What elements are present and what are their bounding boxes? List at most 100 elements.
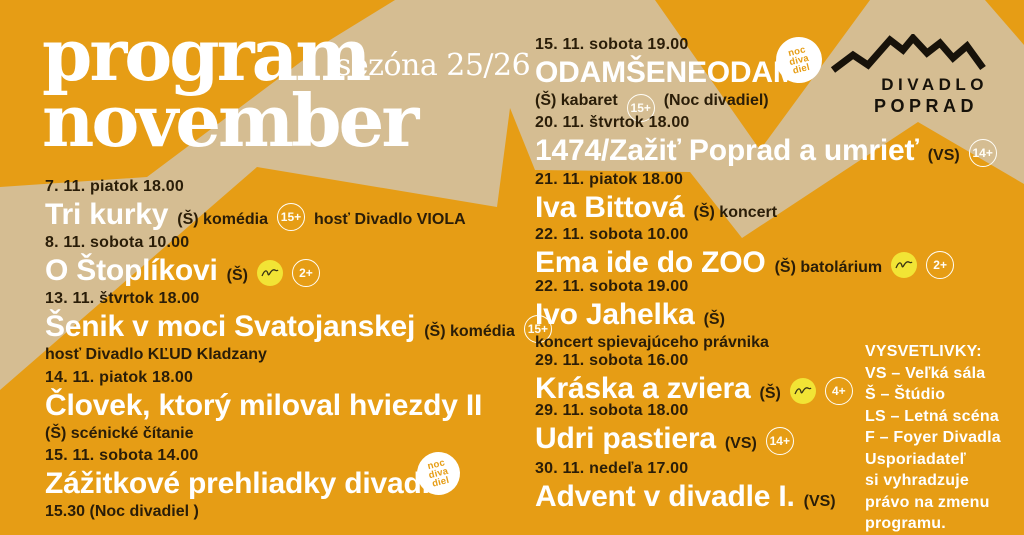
age-badge: 2+ xyxy=(926,250,955,279)
event-title-line: Ema ide do ZOO (Š) batolárium 2+ xyxy=(535,246,955,279)
legend-heading: VYSVETLIVKY: xyxy=(865,343,982,360)
event-venue-tag: (Š) koncert xyxy=(693,204,778,221)
script-logo-badge xyxy=(891,251,918,278)
legend: VYSVETLIVKY: VS – Veľká sála Š – Štúdio … xyxy=(865,341,1001,535)
event-date: 7. 11. piatok 18.00 xyxy=(45,178,184,195)
event-venue-tag: (Š) kabaret xyxy=(535,92,618,109)
age-badge: 15+ xyxy=(626,94,655,122)
age-badge-label: 15+ xyxy=(280,209,302,224)
script-squiggle-icon xyxy=(794,386,812,394)
season-label: sezóna 25/26 xyxy=(336,48,531,83)
event-title-line: Iva Bittová (Š) koncert xyxy=(535,192,777,223)
event-row: 15. 11. sobota 19.00 ODAMŠENEODAM (Š) ka… xyxy=(535,36,798,122)
event-title-line: Človek, ktorý miloval hviezdy II xyxy=(45,390,482,421)
event-row: 30. 11. nedeľa 17.00 Advent v divadle I.… xyxy=(535,460,836,512)
event-date: 29. 11. sobota 18.00 xyxy=(535,402,689,419)
event-title-line: Zážitkové prehliadky divadla xyxy=(45,468,446,499)
event-title-line: Šenik v moci Svatojanskej (Š) komédia 15… xyxy=(45,310,552,343)
event-date: 30. 11. nedeľa 17.00 xyxy=(535,460,689,477)
event-date: 14. 11. piatok 18.00 xyxy=(45,369,194,386)
script-logo-badge xyxy=(256,259,283,286)
event-title-line: Tri kurky (Š) komédia 15+ hosť Divadlo V… xyxy=(45,198,466,231)
event-venue-tag: (VS) xyxy=(927,147,960,164)
event-date: 22. 11. sobota 10.00 xyxy=(535,226,689,243)
legend-line: Š – Štúdio xyxy=(865,386,946,403)
event-title: Udri pastiera xyxy=(535,422,716,455)
event-venue-tag: (Š) komédia xyxy=(424,323,515,340)
age-badge-label: 14+ xyxy=(972,145,993,160)
legend-line: F – Foyer Divadla xyxy=(865,429,1001,446)
age-badge: 4+ xyxy=(824,376,853,405)
age-badge-label: 2+ xyxy=(933,257,947,272)
event-subtitle: hosť Divadlo KĽUD Kladzany xyxy=(45,346,267,363)
age-badge: 2+ xyxy=(291,258,320,287)
background-tan-band xyxy=(0,0,1024,390)
noc-badge-line: diel xyxy=(431,474,451,490)
event-row: 15. 11. sobota 14.00 Zážitkové prehliadk… xyxy=(45,447,446,521)
age-badge-label: 15+ xyxy=(630,101,651,115)
event-venue-tag: (Š) komédia xyxy=(177,211,268,228)
event-title-line: Advent v divadle I. (VS) xyxy=(535,481,836,512)
event-title: Šenik v moci Svatojanskej xyxy=(45,310,416,343)
event-title-line: Ivo Jahelka (Š) xyxy=(535,299,769,330)
event-venue-tag: (Š) xyxy=(759,385,781,402)
event-date: 8. 11. sobota 10.00 xyxy=(45,234,190,251)
event-venue-tag: (Š) batolárium xyxy=(774,259,883,276)
event-row: 20. 11. štvrtok 18.00 1474/Zažiť Poprad … xyxy=(535,114,997,167)
age-badge-label: 2+ xyxy=(299,265,313,280)
legend-line: programu. xyxy=(865,515,946,532)
script-squiggle-icon xyxy=(895,260,913,268)
event-title: Zážitkové prehliadky divadla xyxy=(45,467,447,500)
event-row: 8. 11. sobota 10.00 O Štoplíkovi (Š) 2+ xyxy=(45,234,320,287)
event-venue-tag: (Š) xyxy=(226,267,248,284)
event-date: 13. 11. štvrtok 18.00 xyxy=(45,290,200,307)
legend-line: VS – Veľká sála xyxy=(865,364,986,382)
event-subtitle-line: (Š) kabaret 15+ (Noc divadiel) xyxy=(535,92,798,122)
age-badge-label: 15+ xyxy=(527,321,549,336)
script-squiggle-icon xyxy=(261,268,279,276)
event-venue-tag: (VS) xyxy=(724,435,757,452)
event-venue-tag: (Š) xyxy=(703,311,725,328)
event-title: ODAMŠENEODAM xyxy=(535,56,798,89)
noc-badge-line: diel xyxy=(791,61,811,77)
event-row: 14. 11. piatok 18.00 Človek, ktorý milov… xyxy=(45,369,482,443)
event-subtitle: (Š) scénické čítanie xyxy=(45,425,194,442)
event-guest-tag: hosť Divadlo VIOLA xyxy=(313,211,466,228)
age-badge: 15+ xyxy=(276,202,305,231)
legend-line: právo na zmenu xyxy=(865,493,990,511)
age-badge-label: 4+ xyxy=(831,383,846,398)
event-row: 22. 11. sobota 19.00 Ivo Jahelka (Š) kon… xyxy=(535,278,769,352)
event-title: Tri kurky xyxy=(45,198,169,231)
page-title: program november xyxy=(42,19,419,163)
event-date: 21. 11. piatok 18.00 xyxy=(535,171,684,188)
age-badge: 14+ xyxy=(968,138,997,167)
event-date: 20. 11. štvrtok 18.00 xyxy=(535,114,690,131)
logo-name-line1: DIVADLO xyxy=(881,75,988,94)
logo-name-line2: POPRAD xyxy=(873,96,978,116)
event-title: Iva Bittová xyxy=(535,191,685,224)
event-title: O Štoplíkovi xyxy=(45,254,218,287)
event-title-line: O Štoplíkovi (Š) 2+ xyxy=(45,254,320,287)
event-subtitle: 15.30 (Noc divadiel ) xyxy=(45,503,199,520)
event-venue-tag: (VS) xyxy=(803,493,836,510)
age-badge: 14+ xyxy=(765,426,794,455)
event-title: Advent v divadle I. xyxy=(535,480,795,513)
event-row: 13. 11. štvrtok 18.00 Šenik v moci Svato… xyxy=(45,290,552,364)
event-title: 1474/Zažiť Poprad a umrieť xyxy=(535,134,919,167)
page-title-line2: november xyxy=(42,78,419,163)
event-title-line: Kráska a zviera (Š) 4+ xyxy=(535,372,853,405)
event-title: Kráska a zviera xyxy=(535,372,751,405)
event-row: 22. 11. sobota 10.00 Ema ide do ZOO (Š) … xyxy=(535,226,955,279)
event-row: 21. 11. piatok 18.00 Iva Bittová (Š) kon… xyxy=(535,171,777,223)
event-row: 29. 11. sobota 16.00 Kráska a zviera (Š)… xyxy=(535,352,853,405)
event-date: 22. 11. sobota 19.00 xyxy=(535,278,689,295)
event-title: Ema ide do ZOO xyxy=(535,246,766,279)
legend-line: LS – Letná scéna xyxy=(865,407,999,425)
event-title-line: Udri pastiera (VS) 14+ xyxy=(535,422,794,455)
event-date: 15. 11. sobota 14.00 xyxy=(45,447,199,464)
event-row: 29. 11. sobota 18.00 Udri pastiera (VS) … xyxy=(535,402,794,455)
event-title: Ivo Jahelka xyxy=(535,298,695,331)
event-date: 29. 11. sobota 16.00 xyxy=(535,352,689,369)
script-logo-badge xyxy=(789,377,816,404)
